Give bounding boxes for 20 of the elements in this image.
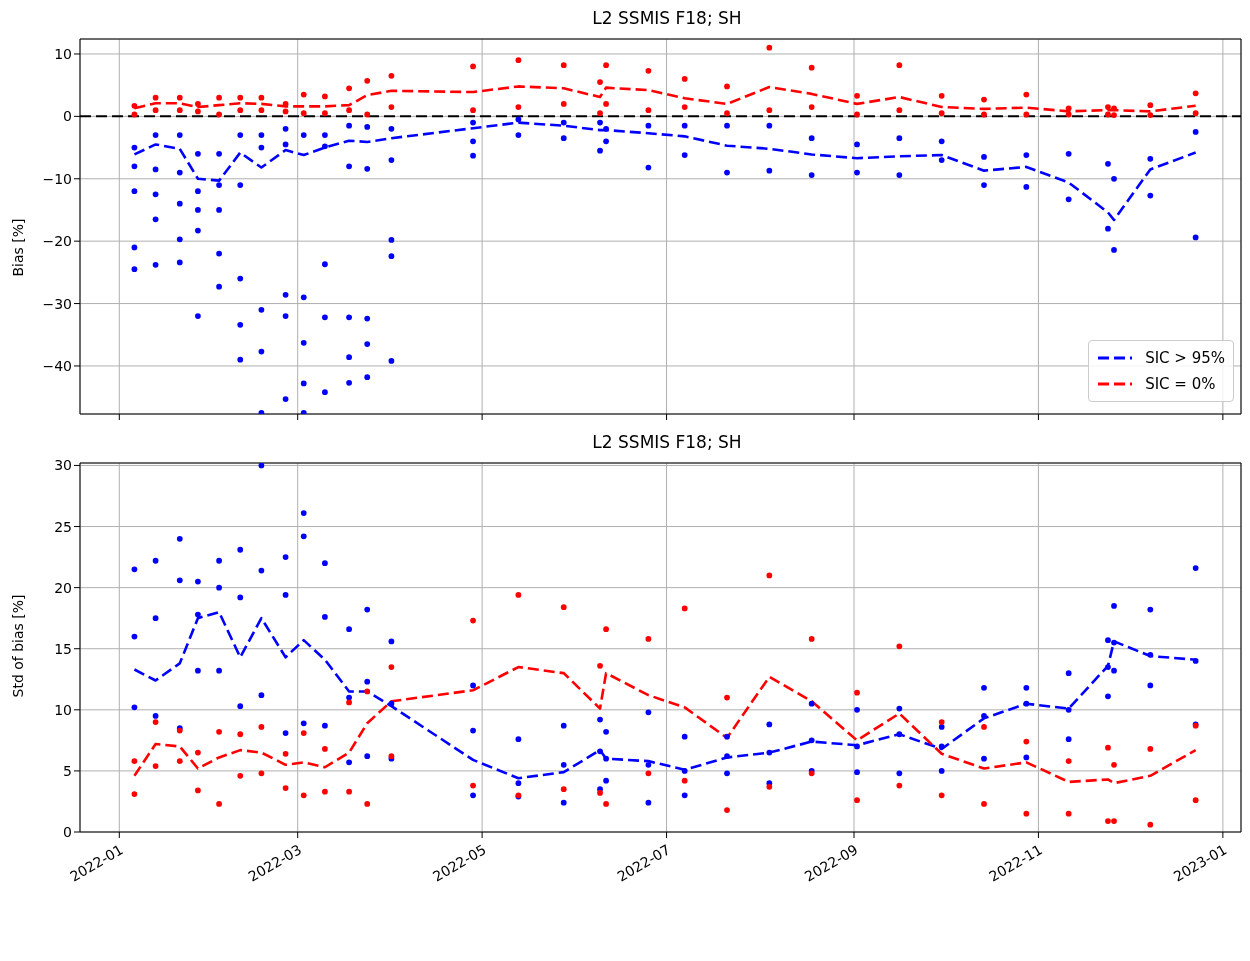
line-series (133, 665, 1197, 785)
y-tick-label: 0 (63, 823, 72, 840)
y-tick-label: 10 (54, 701, 72, 718)
y-tick-label: 20 (54, 579, 72, 596)
legend-label: SIC > 95% (1145, 349, 1225, 367)
y-tick-label: 30 (54, 457, 72, 474)
y-tick-label: 15 (54, 640, 72, 657)
chart-title: L2 SSMIS F18; SH (591, 432, 743, 454)
y-axis-title: Bias [%] (9, 218, 26, 277)
y-tick-label: −40 (42, 357, 72, 374)
y-tick-label: −10 (42, 170, 72, 187)
y-tick-label: 25 (54, 518, 72, 535)
y-axis-title: Std of bias [%] (9, 594, 26, 698)
y-tick-label: 0 (63, 108, 72, 125)
y-tick-label: −20 (42, 233, 72, 250)
y-tick-label: 10 (54, 45, 72, 62)
legend-label: SIC = 0% (1145, 375, 1216, 393)
y-tick-label: −30 (42, 295, 72, 312)
y-tick-label: 5 (63, 762, 72, 779)
chart-title: L2 SSMIS F18; SH (591, 8, 743, 30)
